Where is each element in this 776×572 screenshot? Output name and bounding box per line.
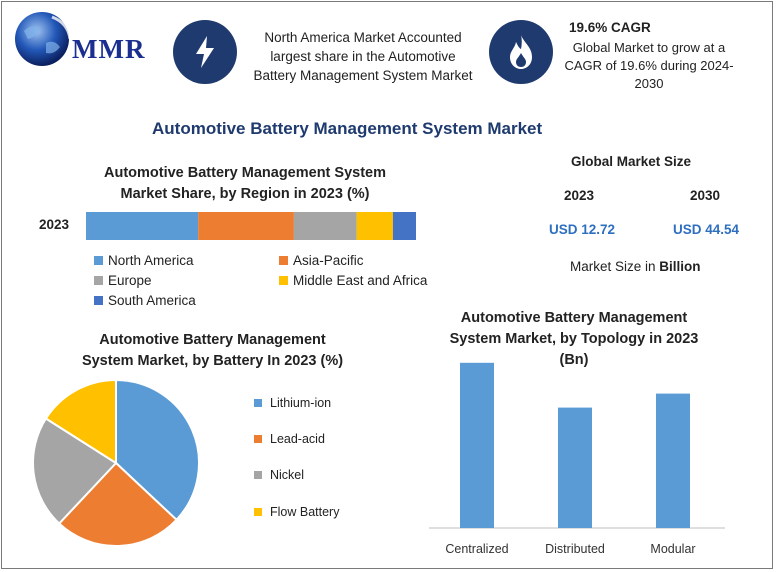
- banner-line: Battery Management System Market: [253, 68, 473, 83]
- x-tick-label: Modular: [650, 542, 695, 556]
- banner-line: North America Market Accounted: [264, 30, 462, 45]
- legend-swatch: [94, 256, 103, 265]
- legend-swatch: [254, 399, 262, 407]
- logo-text: MMR: [72, 34, 146, 64]
- cagr-text: Global Market to grow at a CAGR of 19.6%…: [556, 39, 742, 93]
- legend-label: South America: [108, 293, 196, 308]
- legend-label: Asia-Pacific: [293, 253, 364, 268]
- legend-asia-pacific: Asia-Pacific: [279, 253, 364, 268]
- cagr-title: 19.6% CAGR: [569, 20, 651, 35]
- legend-label: Flow Battery: [270, 505, 340, 519]
- cagr-line: CAGR of 19.6% during 2024-: [564, 58, 734, 73]
- legend-swatch: [254, 435, 262, 443]
- bar-segment-europe: [293, 212, 357, 240]
- pie-slice-flow-battery: [44, 378, 117, 465]
- legend-label: Lead-acid: [270, 432, 325, 446]
- bar-centralized: [460, 362, 494, 528]
- bar-segment-asia-pacific: [198, 212, 294, 240]
- region-category-label: 2023: [39, 217, 70, 232]
- legend-label: Lithium-ion: [270, 396, 332, 410]
- chart-title-line: (Bn): [559, 352, 589, 368]
- market-value-2023: USD 12.72: [549, 222, 616, 237]
- legend-europe: Europe: [94, 273, 152, 288]
- legend-swatch: [254, 508, 262, 516]
- market-value-2030: USD 44.54: [673, 222, 740, 237]
- legend-nickel: Nickel: [254, 468, 304, 482]
- legend-lead-acid: Lead-acid: [254, 432, 325, 446]
- legend-label: Middle East and Africa: [293, 273, 428, 288]
- market-size-title: Global Market Size: [571, 154, 692, 169]
- banner-line: largest share in the Automotive: [270, 49, 456, 64]
- x-tick-label: Centralized: [445, 542, 508, 556]
- legend-label: Nickel: [270, 468, 305, 482]
- bar-distributed: [558, 407, 592, 528]
- legend-south-america: South America: [94, 293, 196, 308]
- chart-title-line: Automotive Battery Management: [460, 310, 688, 326]
- legend-label: Europe: [108, 273, 152, 288]
- bar-segment-north-america: [86, 212, 199, 240]
- legend-swatch: [94, 296, 103, 305]
- chart-title-line: Automotive Battery Management System: [103, 165, 386, 181]
- market-size-note: Market Size in Billion: [570, 259, 701, 274]
- lightning-icon: [173, 20, 237, 84]
- legend-swatch: [279, 256, 288, 265]
- market-size-note-unit: Billion: [659, 259, 701, 274]
- region-stacked-bar: [86, 212, 416, 240]
- pie-slice-lead-acid: [57, 461, 178, 547]
- bar-segment-middle-east-and-africa: [356, 212, 393, 240]
- flame-icon: [489, 20, 553, 84]
- legend-north-america: North America: [94, 253, 194, 268]
- battery-chart-title: Automotive Battery Management System Mar…: [40, 330, 385, 372]
- pie-slice-nickel: [32, 417, 118, 525]
- legend-flow-battery: Flow Battery: [254, 505, 339, 519]
- legend-lithium-ion: Lithium-ion: [254, 396, 331, 410]
- region-banner: North America Market Accounted largest s…: [232, 28, 494, 85]
- topology-bar-chart: Centralized Distributed Modular: [429, 362, 725, 556]
- market-size-note-prefix: Market Size in: [570, 259, 656, 274]
- legend-swatch: [279, 276, 288, 285]
- pie-slice-lithium-ion: [115, 378, 200, 522]
- chart-title-line: System Market, by Battery In 2023 (%): [81, 353, 344, 369]
- region-chart-title: Automotive Battery Management System Mar…: [60, 163, 430, 205]
- market-year-2023: 2023: [564, 188, 595, 203]
- main-title: Automotive Battery Management System Mar…: [152, 119, 543, 138]
- battery-pie-chart: [32, 378, 200, 547]
- chart-title-line: Market Share, by Region in 2023 (%): [120, 186, 370, 202]
- chart-title-line: Automotive Battery Management: [99, 332, 326, 348]
- cagr-line: 2030: [634, 76, 664, 91]
- globe-logo-icon: [15, 12, 72, 66]
- legend-label: North America: [108, 253, 194, 268]
- cagr-line: Global Market to grow at a: [572, 40, 726, 55]
- market-year-2030: 2030: [690, 188, 721, 203]
- topology-chart-title: Automotive Battery Management System Mar…: [424, 308, 724, 371]
- bar-segment-south-america: [392, 212, 416, 240]
- legend-swatch: [94, 276, 103, 285]
- legend-swatch: [254, 471, 262, 479]
- x-tick-label: Distributed: [545, 542, 605, 556]
- legend-middle-east-africa: Middle East and Africa: [279, 273, 427, 288]
- bar-modular: [656, 393, 690, 528]
- chart-title-line: System Market, by Topology in 2023: [449, 331, 699, 347]
